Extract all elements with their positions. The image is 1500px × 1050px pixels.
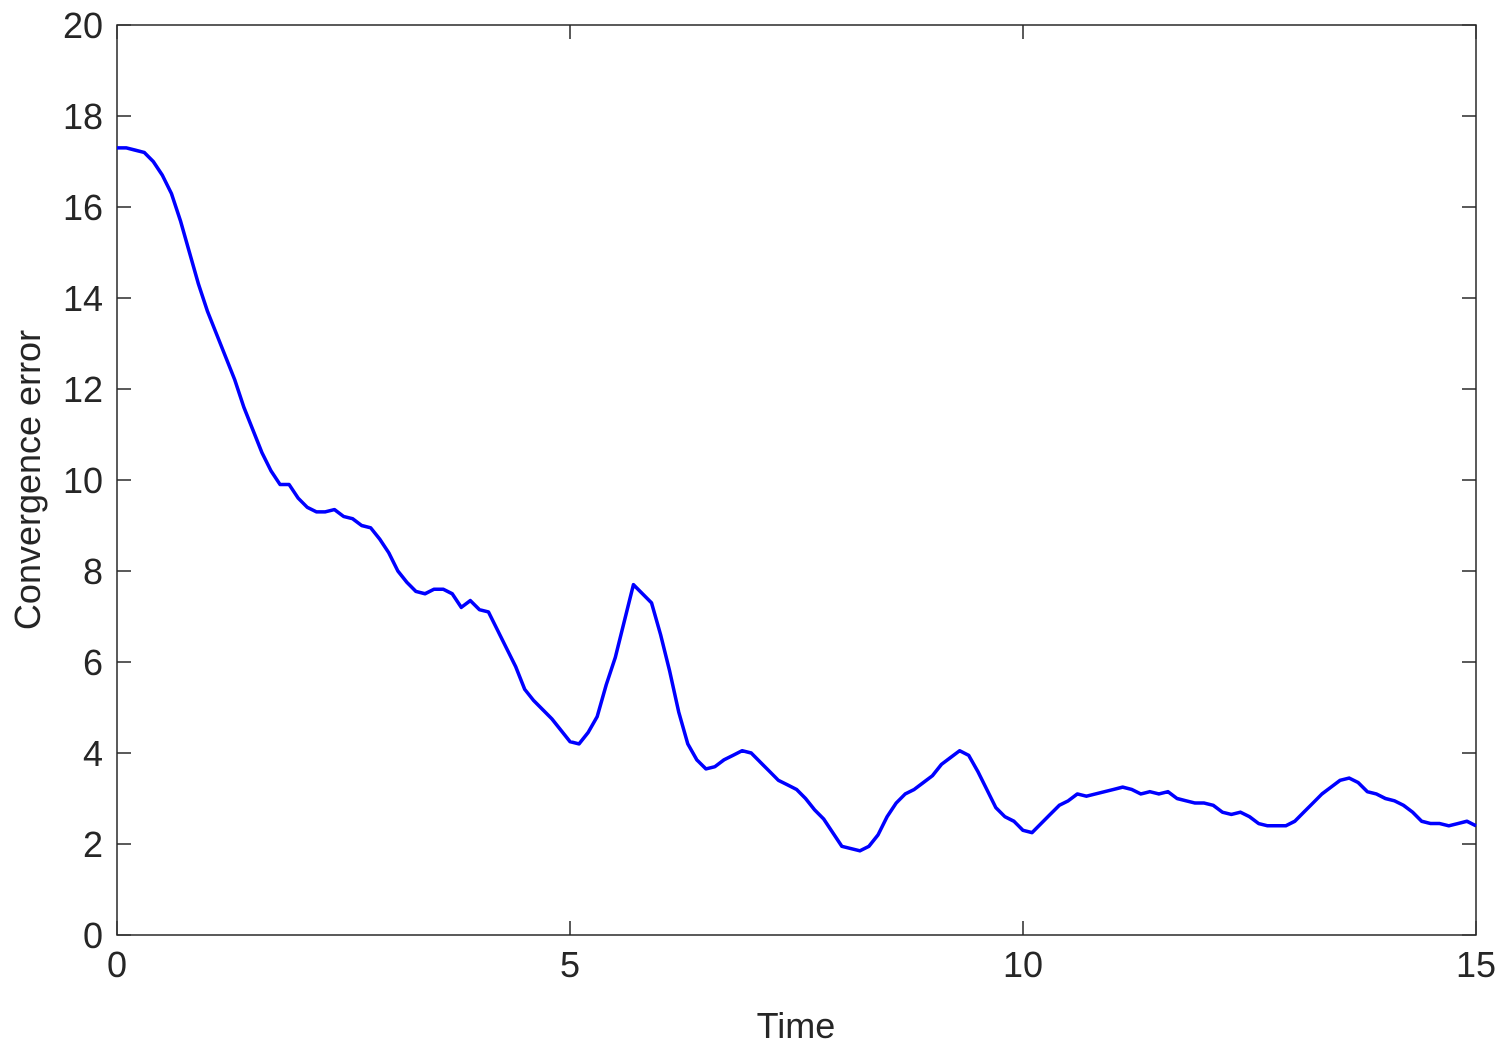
plot-area [116, 24, 1477, 936]
y-axis-label: Convergence error [7, 330, 48, 630]
x-tick-label: 15 [1456, 944, 1496, 985]
y-tick-label: 10 [63, 460, 103, 501]
y-tick-label: 8 [83, 551, 103, 592]
y-tick-label: 14 [63, 278, 103, 319]
x-tick-label: 10 [1003, 944, 1043, 985]
data-line [117, 146, 1477, 853]
y-tick-label: 4 [83, 733, 103, 774]
y-tick-label: 12 [63, 369, 103, 410]
y-tick-label: 0 [83, 915, 103, 956]
y-tick-label: 6 [83, 642, 103, 683]
y-tick-label: 18 [63, 96, 103, 137]
y-tick-label: 20 [63, 5, 103, 46]
x-tick-label: 0 [107, 944, 127, 985]
x-tick-label: 5 [560, 944, 580, 985]
x-axis-label: Time [757, 1005, 836, 1046]
y-tick-label: 16 [63, 187, 103, 228]
y-tick-label: 2 [83, 824, 103, 865]
